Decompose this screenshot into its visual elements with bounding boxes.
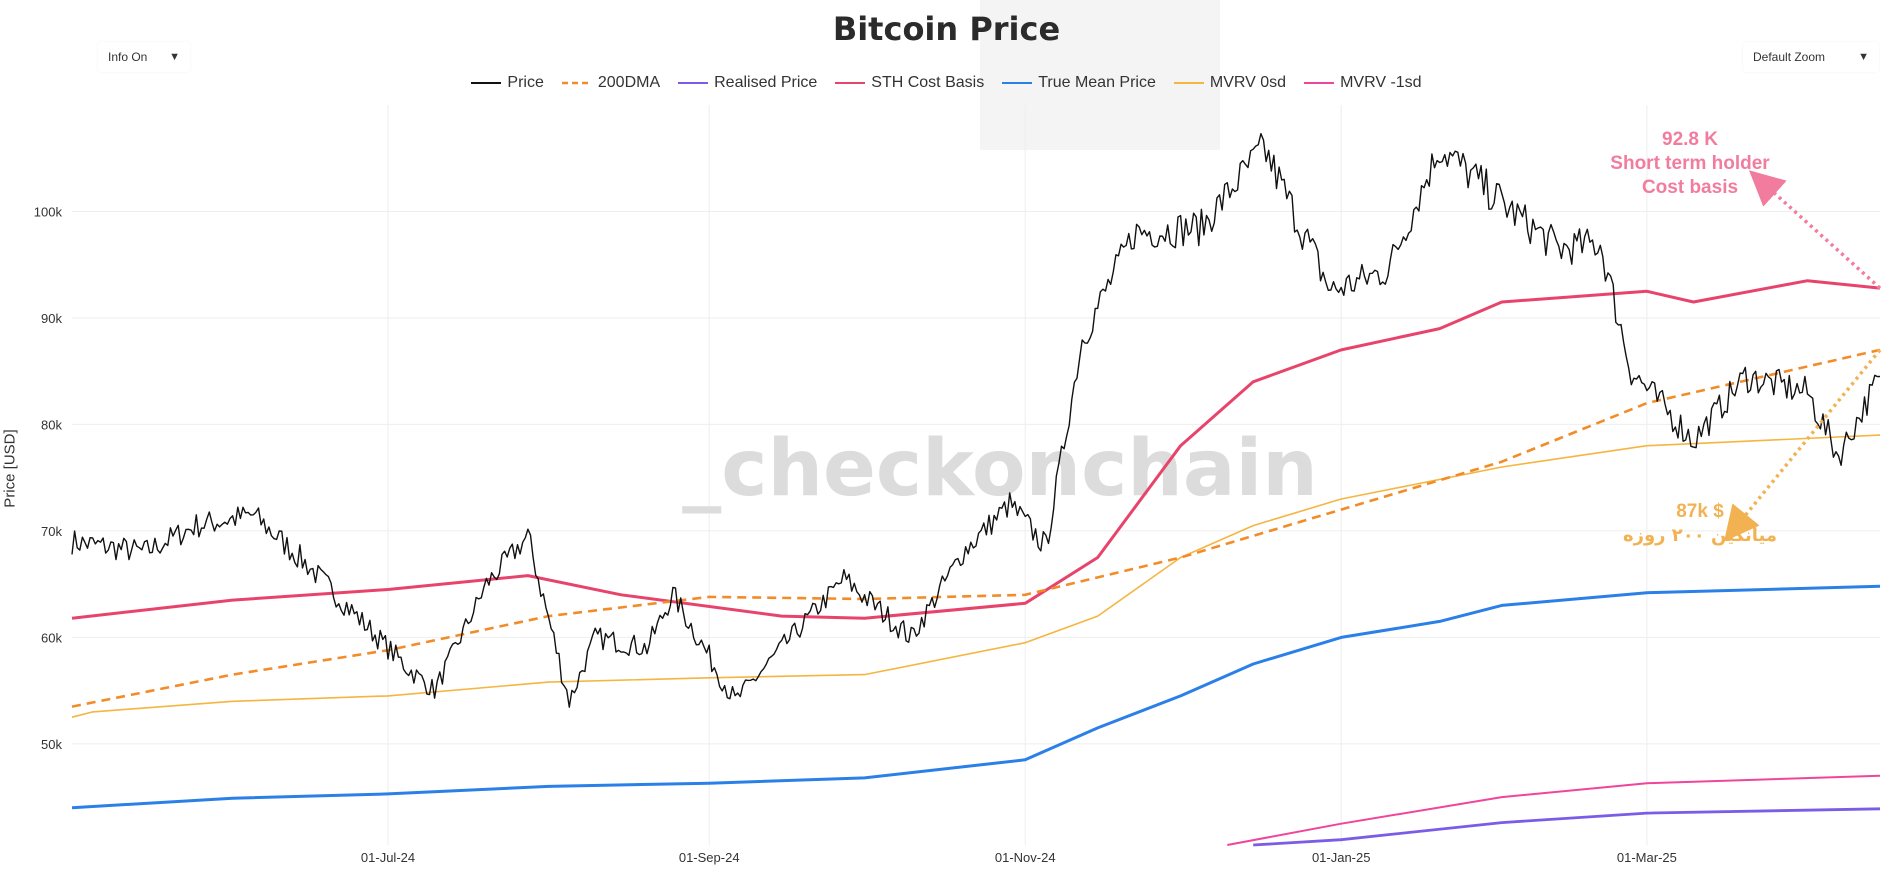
legend: Price 200DMA Realised Price STH Cost Basis T… <box>0 74 1893 92</box>
legend-swatch <box>1304 82 1335 84</box>
legend-label: Realised Price <box>714 74 818 91</box>
arrow-200dma <box>1723 348 1882 542</box>
legend-swatch <box>1002 82 1033 84</box>
legend-label: STH Cost Basis <box>871 74 985 91</box>
legend-item-mvrv-1sd[interactable]: MVRV -1sd <box>1304 74 1422 92</box>
x-tick-label: 01-Mar-25 <box>1617 850 1677 865</box>
annotation-line: میانگین ۲۰۰ روزه <box>1622 525 1778 546</box>
series-line-realised-price <box>1253 807 1881 847</box>
x-tick-labels: 01-Jul-24 01-Sep-24 01-Nov-24 01-Jan-25 01-M… <box>361 850 1677 865</box>
annotation-200dma: 87k $ میانگین ۲۰۰ روزه <box>1620 500 1780 548</box>
legend-item-true-mean-price[interactable]: True Mean Price <box>1002 74 1156 92</box>
x-tick-label: 01-Nov-24 <box>995 850 1056 865</box>
y-tick-label: 70k <box>41 524 62 539</box>
y-tick-label: 60k <box>41 630 62 645</box>
y-tick-label: 100k <box>34 204 63 219</box>
y-tick-labels: 50k 60k 70k 80k 90k 100k <box>34 204 63 751</box>
watermark: _checkonchain <box>682 424 1317 514</box>
zoom-label: Default Zoom <box>1753 50 1826 64</box>
series-line-mvrv-1sd <box>1227 774 1881 846</box>
y-tick-label: 90k <box>41 311 62 326</box>
annotation-sth-cost-basis: 92.8 K Short term holder Cost basis <box>1560 128 1820 200</box>
arrow-sth <box>1748 170 1882 290</box>
y-tick-label: 50k <box>41 737 62 752</box>
legend-item-200dma[interactable]: 200DMA <box>561 74 661 92</box>
series-group <box>71 133 1881 847</box>
chart-title: Bitcoin Price <box>832 10 1061 48</box>
annotation-line: Cost basis <box>1641 177 1739 198</box>
annotation-line: 87k $ <box>1676 501 1724 522</box>
series-line-true-mean-price <box>71 584 1881 810</box>
annotation-line: 92.8 K <box>1662 129 1718 150</box>
legend-swatch <box>1173 82 1204 84</box>
legend-item-price[interactable]: Price <box>471 74 544 92</box>
annotation-arrows <box>1723 170 1882 542</box>
hover-tooltip-overlay <box>980 0 1220 150</box>
chevron-down-icon: ▼ <box>1858 51 1869 63</box>
chevron-down-icon: ▼ <box>169 51 180 63</box>
y-tick-label: 80k <box>41 417 62 432</box>
grid <box>72 105 1880 845</box>
info-toggle-label: Info On <box>108 50 148 64</box>
legend-label: MVRV 0sd <box>1209 74 1287 91</box>
series-line-price <box>71 133 1881 708</box>
series-line-sth-cost-basis <box>71 279 1881 620</box>
legend-label: 200DMA <box>597 74 661 91</box>
x-tick-label: 01-Jul-24 <box>361 850 415 865</box>
zoom-dropdown[interactable]: Default Zoom ▼ <box>1743 42 1879 72</box>
y-axis-label: Price [USD] <box>1 429 19 508</box>
legend-swatch <box>561 81 592 85</box>
info-toggle-dropdown[interactable]: Info On ▼ <box>98 42 190 72</box>
legend-label: True Mean Price <box>1038 74 1156 91</box>
legend-item-sth-cost-basis[interactable]: STH Cost Basis <box>835 74 984 92</box>
annotation-line: Short term holder <box>1610 153 1770 174</box>
legend-item-mvrv-0sd[interactable]: MVRV 0sd <box>1173 74 1287 92</box>
legend-swatch <box>678 82 709 84</box>
legend-label: Price <box>507 74 544 91</box>
legend-item-realised-price[interactable]: Realised Price <box>678 74 817 92</box>
legend-label: MVRV -1sd <box>1340 74 1422 91</box>
legend-swatch <box>471 82 502 84</box>
x-tick-label: 01-Sep-24 <box>679 850 740 865</box>
legend-swatch <box>835 82 866 84</box>
x-tick-label: 01-Jan-25 <box>1312 850 1371 865</box>
